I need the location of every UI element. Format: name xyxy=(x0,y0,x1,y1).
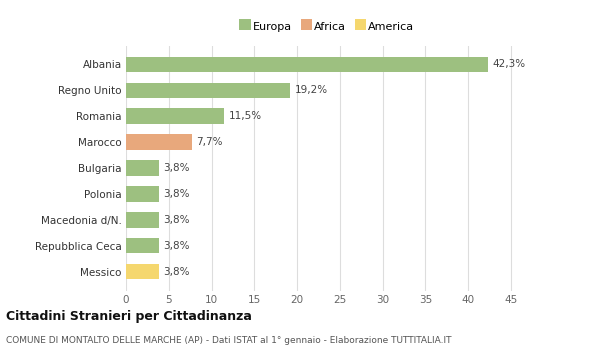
Bar xyxy=(126,108,224,124)
Text: 7,7%: 7,7% xyxy=(196,137,223,147)
Bar xyxy=(126,83,290,98)
Text: 3,8%: 3,8% xyxy=(163,163,189,173)
Legend: Europa, Africa, America: Europa, Africa, America xyxy=(237,19,417,34)
Bar xyxy=(126,238,158,253)
Bar xyxy=(126,57,488,72)
Text: 3,8%: 3,8% xyxy=(163,215,189,225)
Bar xyxy=(126,160,158,176)
Bar xyxy=(126,186,158,202)
Text: 3,8%: 3,8% xyxy=(163,241,189,251)
Text: 3,8%: 3,8% xyxy=(163,267,189,276)
Bar xyxy=(126,134,192,150)
Text: 19,2%: 19,2% xyxy=(295,85,328,95)
Text: 11,5%: 11,5% xyxy=(229,111,262,121)
Bar xyxy=(126,212,158,228)
Text: 3,8%: 3,8% xyxy=(163,189,189,199)
Bar xyxy=(126,264,158,279)
Text: Cittadini Stranieri per Cittadinanza: Cittadini Stranieri per Cittadinanza xyxy=(6,310,252,323)
Text: 42,3%: 42,3% xyxy=(492,60,525,69)
Text: COMUNE DI MONTALTO DELLE MARCHE (AP) - Dati ISTAT al 1° gennaio - Elaborazione T: COMUNE DI MONTALTO DELLE MARCHE (AP) - D… xyxy=(6,336,452,345)
